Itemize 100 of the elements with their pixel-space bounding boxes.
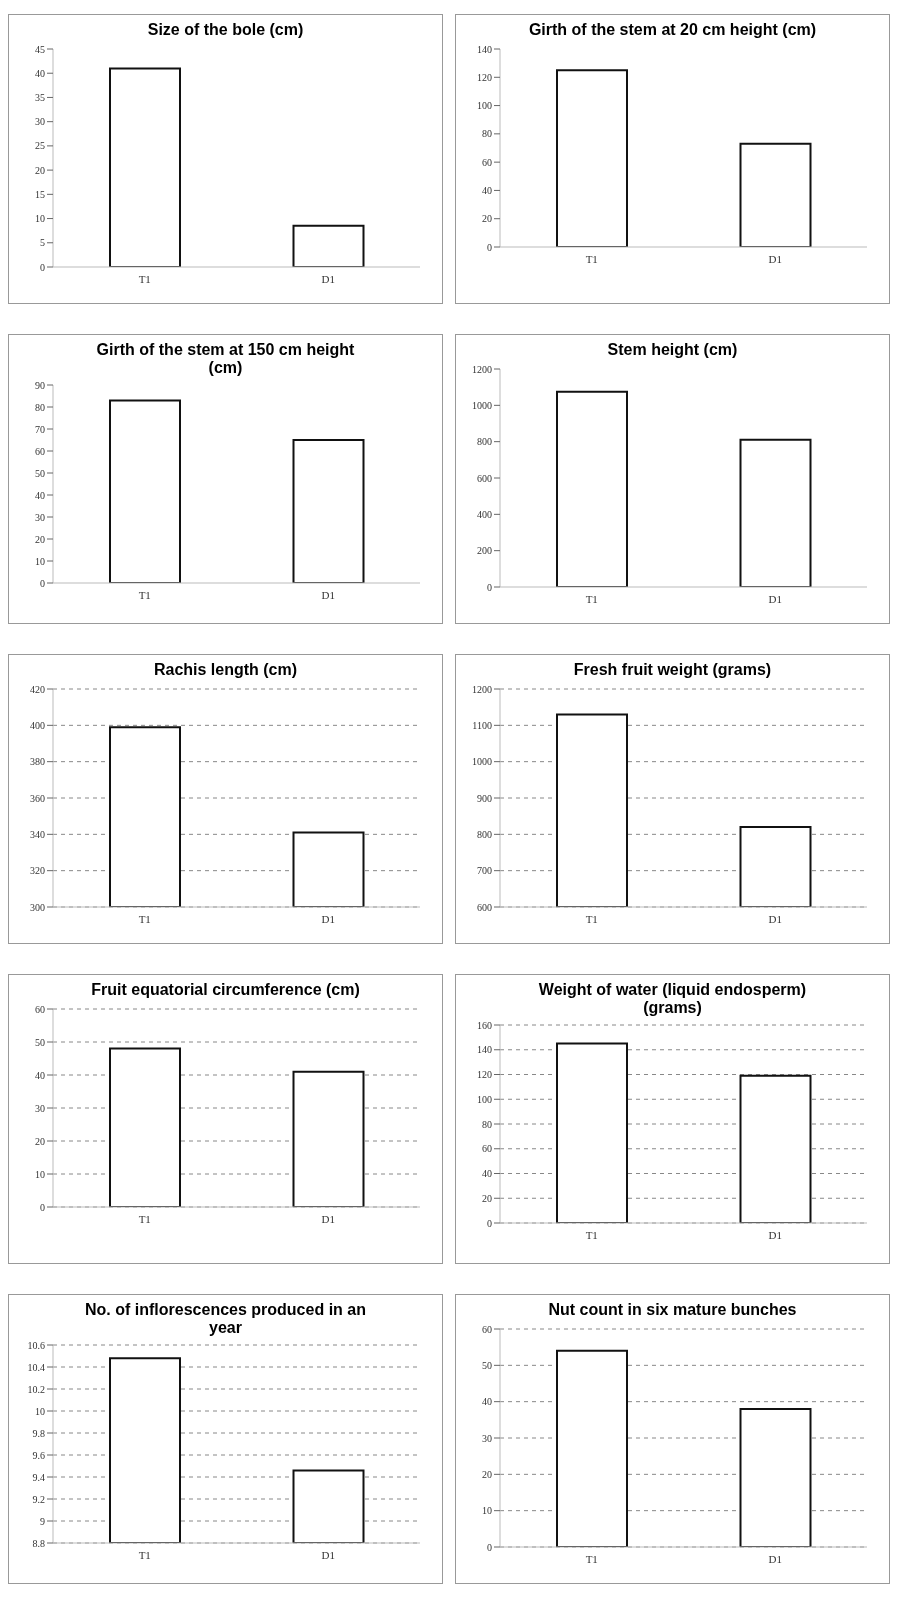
y-tick-label: 120 (477, 71, 492, 83)
y-tick-label: 45 (35, 43, 45, 55)
y-tick-label: 40 (35, 1069, 45, 1081)
chart-title: Stem height (cm) (606, 341, 739, 360)
y-tick-label: 80 (482, 128, 492, 140)
y-tick-label: 20 (482, 1192, 492, 1204)
y-tick-label: 15 (35, 188, 45, 200)
x-tick-label: D1 (321, 272, 335, 285)
y-tick-label: 320 (30, 865, 45, 877)
y-tick-label: 35 (35, 91, 45, 103)
y-tick-label: 0 (40, 577, 45, 589)
y-tick-label: 1000 (472, 756, 492, 768)
y-tick-label: 1200 (472, 683, 492, 695)
y-tick-label: 80 (482, 1118, 492, 1130)
y-tick-label: 60 (482, 1323, 492, 1335)
y-tick-label: 20 (482, 213, 492, 225)
x-tick-label: T1 (585, 912, 598, 925)
x-tick-label: D1 (768, 252, 782, 265)
y-tick-label: 420 (30, 683, 45, 695)
chart-title: Fresh fruit weight (grams) (572, 661, 773, 680)
y-tick-label: 360 (30, 792, 45, 804)
y-tick-label: 100 (477, 100, 492, 112)
chart-title: Nut count in six mature bunches (547, 1301, 798, 1320)
y-tick-label: 20 (35, 1135, 45, 1147)
y-tick-label: 10.6 (27, 1339, 45, 1351)
y-tick-label: 30 (35, 116, 45, 128)
y-tick-label: 90 (35, 379, 45, 391)
y-tick-label: 40 (35, 67, 45, 79)
y-tick-label: 9 (40, 1515, 45, 1527)
chart-title: Girth of the stem at 20 cm height (cm) (527, 21, 818, 40)
y-tick-label: 40 (482, 184, 492, 196)
y-tick-label: 40 (482, 1168, 492, 1180)
chart-title: No. of inflorescences produced in an year (84, 1301, 367, 1337)
chart-title: Girth of the stem at 150 cm height (cm) (95, 341, 356, 377)
y-tick-label: 50 (35, 467, 45, 479)
x-tick-label: D1 (321, 1212, 335, 1225)
y-tick-label: 100 (477, 1093, 492, 1105)
y-tick-label: 20 (482, 1468, 492, 1480)
y-tick-label: 60 (35, 445, 45, 457)
x-tick-label: D1 (768, 912, 782, 925)
x-tick-label: T1 (138, 1548, 151, 1561)
y-tick-label: 120 (477, 1069, 492, 1081)
y-tick-label: 140 (477, 1044, 492, 1056)
y-tick-label: 70 (35, 423, 45, 435)
x-tick-label: T1 (138, 912, 151, 925)
y-tick-label: 10 (35, 213, 45, 225)
y-tick-label: 1000 (472, 399, 492, 411)
y-tick-label: 25 (35, 140, 45, 152)
y-tick-label: 0 (487, 1217, 492, 1229)
x-tick-label: T1 (138, 272, 151, 285)
x-tick-label: D1 (768, 1552, 782, 1565)
y-tick-label: 30 (35, 1102, 45, 1114)
chart-title: Weight of water (liquid endosperm) (grams) (537, 981, 808, 1017)
y-tick-label: 8.8 (32, 1537, 45, 1549)
y-tick-label: 380 (30, 756, 45, 768)
y-tick-label: 30 (35, 511, 45, 523)
y-tick-label: 300 (30, 901, 45, 913)
x-tick-label: D1 (768, 1228, 782, 1241)
y-tick-label: 10.4 (27, 1361, 45, 1373)
y-tick-label: 50 (482, 1359, 492, 1371)
y-tick-label: 600 (477, 901, 492, 913)
y-tick-label: 9.4 (32, 1471, 45, 1483)
y-tick-label: 400 (477, 508, 492, 520)
y-tick-label: 340 (30, 828, 45, 840)
y-tick-label: 1200 (472, 363, 492, 375)
x-tick-label: D1 (321, 1548, 335, 1561)
y-tick-label: 160 (477, 1019, 492, 1031)
y-tick-label: 600 (477, 472, 492, 484)
y-tick-label: 800 (477, 828, 492, 840)
y-tick-label: 0 (40, 1201, 45, 1213)
y-tick-label: 40 (35, 489, 45, 501)
y-tick-label: 5 (40, 237, 45, 249)
x-tick-label: D1 (321, 588, 335, 601)
y-tick-label: 60 (35, 1003, 45, 1015)
chart-title: Size of the bole (cm) (146, 21, 305, 40)
x-tick-label: T1 (585, 252, 598, 265)
x-tick-label: T1 (585, 592, 598, 605)
y-tick-label: 900 (477, 792, 492, 804)
y-tick-label: 50 (35, 1036, 45, 1048)
x-tick-label: T1 (585, 1552, 598, 1565)
x-tick-label: D1 (321, 912, 335, 925)
y-tick-label: 0 (487, 1541, 492, 1553)
y-tick-label: 20 (35, 533, 45, 545)
y-tick-label: 9.8 (32, 1427, 45, 1439)
y-tick-label: 20 (35, 164, 45, 176)
y-tick-label: 10 (482, 1505, 492, 1517)
y-tick-label: 60 (482, 1143, 492, 1155)
y-tick-label: 9.6 (32, 1449, 45, 1461)
y-tick-label: 10 (35, 1405, 45, 1417)
y-tick-label: 1100 (472, 719, 492, 731)
y-tick-label: 30 (482, 1432, 492, 1444)
y-tick-label: 10 (35, 1168, 45, 1180)
y-tick-label: 60 (482, 156, 492, 168)
y-tick-label: 0 (487, 241, 492, 253)
y-tick-label: 400 (30, 719, 45, 731)
y-tick-label: 140 (477, 43, 492, 55)
y-tick-label: 800 (477, 436, 492, 448)
y-tick-label: 40 (482, 1396, 492, 1408)
y-tick-label: 9.2 (32, 1493, 45, 1505)
y-tick-label: 80 (35, 401, 45, 413)
